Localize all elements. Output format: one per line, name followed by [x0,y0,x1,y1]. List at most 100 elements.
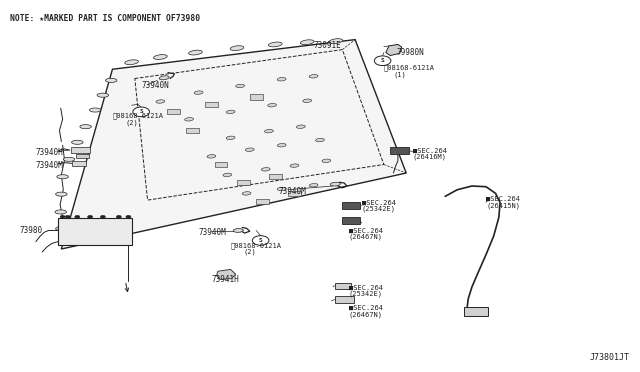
Ellipse shape [322,159,331,163]
Ellipse shape [277,77,286,81]
Text: ■SEC.264: ■SEC.264 [349,305,383,311]
FancyBboxPatch shape [269,174,282,179]
Ellipse shape [106,78,117,83]
Ellipse shape [185,118,193,121]
Text: (25342E): (25342E) [349,291,383,298]
Text: 73940M: 73940M [278,187,307,196]
Circle shape [75,215,80,218]
Text: J73801JT: J73801JT [589,353,630,362]
Ellipse shape [309,183,318,187]
Circle shape [60,215,65,218]
Text: 73940M: 73940M [36,161,63,170]
Ellipse shape [236,84,244,88]
Ellipse shape [261,168,270,171]
Ellipse shape [264,129,273,133]
Text: (26415N): (26415N) [486,202,520,209]
Circle shape [116,215,122,218]
Ellipse shape [154,55,167,60]
Text: 倅08168-6121A: 倅08168-6121A [384,64,435,71]
FancyBboxPatch shape [256,199,269,204]
Ellipse shape [242,192,251,195]
Ellipse shape [268,103,276,107]
Ellipse shape [159,76,169,80]
Circle shape [65,215,70,218]
Ellipse shape [316,138,324,142]
Ellipse shape [56,227,67,231]
FancyBboxPatch shape [58,218,132,245]
Polygon shape [61,39,406,249]
Text: S: S [381,58,385,63]
Ellipse shape [277,187,286,191]
Text: ■SEC.264: ■SEC.264 [413,148,447,154]
FancyBboxPatch shape [464,307,488,317]
FancyBboxPatch shape [342,202,360,209]
Text: 73941H: 73941H [211,275,239,284]
Text: 倅08168-6121A: 倅08168-6121A [113,112,163,119]
Ellipse shape [230,46,244,51]
Text: (2): (2) [243,249,256,255]
Ellipse shape [72,140,83,144]
Ellipse shape [56,192,67,196]
Ellipse shape [330,182,340,186]
Text: 倅08168-6121A: 倅08168-6121A [230,242,282,248]
Text: 73940N: 73940N [141,81,169,90]
Text: 73091E: 73091E [314,41,341,50]
Ellipse shape [300,40,314,45]
Text: ■SEC.264: ■SEC.264 [349,227,383,234]
Ellipse shape [125,60,138,65]
Ellipse shape [233,229,243,232]
Text: (26467N): (26467N) [349,311,383,318]
FancyBboxPatch shape [342,217,360,224]
Ellipse shape [226,110,235,113]
Ellipse shape [329,39,343,44]
FancyBboxPatch shape [335,283,351,289]
Ellipse shape [63,157,75,161]
Ellipse shape [97,93,109,97]
Text: 73940H: 73940H [36,148,63,157]
Ellipse shape [195,91,203,94]
Text: NOTE: ★MARKED PART IS COMPONENT OF73980: NOTE: ★MARKED PART IS COMPONENT OF73980 [10,14,200,23]
Text: (26467N): (26467N) [349,234,383,240]
FancyBboxPatch shape [237,180,250,185]
Text: ■SEC.264: ■SEC.264 [349,285,383,291]
Circle shape [100,215,106,218]
Circle shape [88,215,93,218]
Ellipse shape [223,173,232,177]
FancyBboxPatch shape [76,154,89,158]
Ellipse shape [156,100,164,103]
Text: 73980: 73980 [20,226,43,235]
Polygon shape [386,44,402,55]
FancyBboxPatch shape [167,109,179,115]
Ellipse shape [268,42,282,47]
FancyBboxPatch shape [72,161,86,166]
Ellipse shape [207,155,216,158]
Ellipse shape [303,99,312,102]
FancyBboxPatch shape [186,128,198,133]
Text: (2): (2) [125,120,138,126]
Ellipse shape [290,164,299,167]
Text: S: S [259,238,262,243]
FancyBboxPatch shape [335,296,354,303]
Ellipse shape [90,108,101,112]
FancyBboxPatch shape [71,147,90,153]
Polygon shape [216,269,236,279]
FancyBboxPatch shape [205,102,218,107]
Ellipse shape [277,144,286,147]
Circle shape [126,215,131,218]
Circle shape [374,56,391,65]
Text: (25342E): (25342E) [362,206,396,212]
Ellipse shape [226,136,235,140]
Circle shape [252,235,269,245]
Text: 73940M: 73940M [198,228,227,237]
Ellipse shape [245,148,254,151]
Text: (1): (1) [394,71,406,78]
Ellipse shape [57,175,68,179]
Ellipse shape [80,125,92,129]
FancyBboxPatch shape [214,162,227,167]
Ellipse shape [296,125,305,128]
Circle shape [133,107,150,117]
Ellipse shape [189,50,202,55]
Text: (26416M): (26416M) [413,154,447,160]
FancyBboxPatch shape [250,94,262,100]
Ellipse shape [309,74,318,78]
